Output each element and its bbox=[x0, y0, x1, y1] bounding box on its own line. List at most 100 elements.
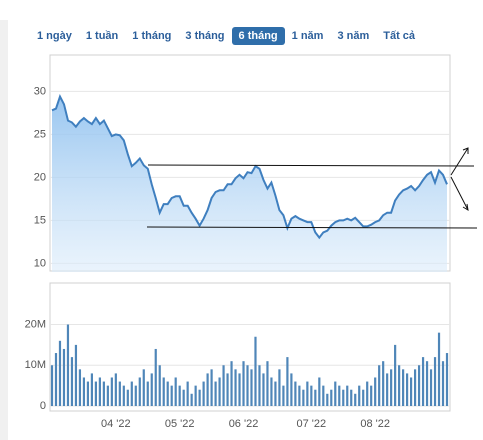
volume-bar bbox=[74, 344, 78, 406]
volume-bar bbox=[234, 369, 237, 406]
volume-bar bbox=[402, 369, 405, 406]
volume-bar bbox=[54, 353, 58, 406]
volume-bar bbox=[206, 373, 209, 406]
volume-bar bbox=[106, 385, 109, 406]
volume-bar bbox=[174, 377, 177, 406]
volume-bar bbox=[102, 381, 105, 406]
volume-bar bbox=[433, 357, 437, 406]
volume-bar bbox=[370, 385, 373, 406]
volume-bar bbox=[409, 377, 413, 406]
annotation-arrows bbox=[450, 147, 469, 211]
x-tick-label: 05 '22 bbox=[165, 418, 195, 430]
volume-bar bbox=[110, 377, 113, 406]
support-line bbox=[146, 226, 478, 229]
x-tick-label: 07 '22 bbox=[297, 418, 327, 430]
volume-bar bbox=[50, 365, 54, 406]
volume-bar bbox=[130, 381, 133, 406]
line bbox=[51, 94, 448, 240]
range-button[interactable]: 6 tháng bbox=[231, 27, 285, 45]
volume-bar bbox=[126, 389, 129, 406]
volume-bar bbox=[162, 377, 165, 406]
volume-bar bbox=[306, 381, 309, 406]
volume-bar bbox=[310, 385, 313, 406]
range-button[interactable]: 1 tháng bbox=[132, 30, 172, 42]
volume-bar bbox=[282, 385, 285, 406]
volume-bar bbox=[394, 344, 397, 406]
volume-bar bbox=[214, 381, 217, 406]
x-tick-label: 08 '22 bbox=[360, 418, 390, 430]
y-tick-label: 15 bbox=[34, 214, 46, 226]
volume-bar bbox=[222, 365, 225, 406]
volume-panel bbox=[49, 282, 451, 412]
x-tick-label: 04 '22 bbox=[101, 418, 131, 430]
volume-bar bbox=[246, 365, 249, 406]
volume-bar bbox=[441, 361, 445, 406]
range-button[interactable]: Tất cả bbox=[383, 30, 416, 42]
volume-bar bbox=[94, 381, 97, 406]
range-button[interactable]: 1 ngày bbox=[37, 30, 72, 42]
volume-bar bbox=[429, 369, 433, 406]
range-button[interactable]: 3 tháng bbox=[185, 30, 225, 42]
volume-bar bbox=[114, 373, 117, 406]
volume-bar bbox=[437, 332, 441, 406]
volume-bar bbox=[194, 385, 197, 406]
volume-bar bbox=[98, 377, 101, 406]
volume-bar bbox=[398, 365, 401, 406]
volume-bar bbox=[286, 357, 289, 406]
volume-bar bbox=[122, 385, 125, 406]
volume-bar bbox=[294, 381, 297, 406]
volume-bar bbox=[158, 365, 161, 406]
y-tick-label: 10M bbox=[25, 359, 46, 371]
volume-bar bbox=[366, 381, 369, 406]
y-tick-label: 20M bbox=[25, 318, 46, 330]
volume-bar bbox=[314, 389, 317, 406]
volume-bar bbox=[445, 353, 449, 406]
volume-bar bbox=[326, 393, 329, 406]
volume-bar bbox=[350, 389, 353, 406]
volume-bar bbox=[250, 369, 253, 406]
volume-bar bbox=[190, 393, 193, 406]
range-button[interactable]: 1 năm bbox=[291, 30, 324, 42]
y-tick-label: 20 bbox=[34, 171, 46, 183]
volume-bar bbox=[90, 373, 93, 406]
volume-bar bbox=[378, 365, 381, 406]
volume-bar bbox=[386, 373, 389, 406]
volume-bar bbox=[218, 377, 221, 406]
volume-bar bbox=[266, 361, 269, 406]
volume-bar bbox=[118, 381, 121, 406]
volume-bar bbox=[258, 365, 261, 406]
volume-bar bbox=[142, 369, 145, 406]
volume-bar bbox=[82, 377, 86, 406]
volume-bar bbox=[354, 393, 357, 406]
volume-bar bbox=[150, 373, 153, 406]
range-buttons: 1 ngày 1 tuần 1 tháng 3 tháng 6 tháng 1 năm 3 … bbox=[30, 27, 422, 45]
volume-bar bbox=[58, 340, 62, 406]
volume-bar bbox=[278, 369, 281, 406]
volume-bar bbox=[330, 389, 333, 406]
volume-bar bbox=[302, 389, 305, 406]
volume-bar bbox=[274, 381, 277, 406]
volume-bar bbox=[318, 377, 321, 406]
volume-bar bbox=[338, 385, 341, 406]
range-button[interactable]: 3 năm bbox=[337, 30, 370, 42]
volume-bar bbox=[62, 348, 66, 406]
volume-bar bbox=[226, 373, 229, 406]
volume-bar bbox=[358, 385, 361, 406]
volume-bar bbox=[374, 377, 377, 406]
volume-bar bbox=[78, 369, 82, 406]
y-tick-label: 0 bbox=[40, 400, 46, 412]
volume-bar bbox=[166, 381, 169, 406]
volume-bar bbox=[154, 348, 157, 406]
volume-bar bbox=[413, 369, 417, 406]
volume-bar bbox=[362, 389, 365, 406]
volume-bar bbox=[202, 381, 205, 406]
volume-bar bbox=[254, 336, 257, 406]
y-tick-label: 30 bbox=[34, 85, 46, 97]
left-edge bbox=[0, 20, 8, 440]
x-tick-label: 06 '22 bbox=[229, 418, 259, 430]
volume-bar bbox=[270, 377, 273, 406]
volume-bar bbox=[170, 385, 173, 406]
range-button[interactable]: 1 tuần bbox=[85, 30, 119, 42]
